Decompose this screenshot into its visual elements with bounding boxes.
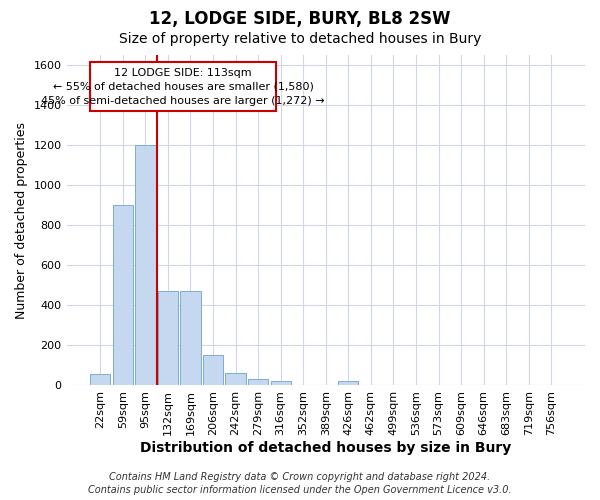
Bar	[181, 292, 200, 386]
Bar	[203, 356, 223, 386]
Bar	[271, 382, 291, 386]
Y-axis label: Number of detached properties: Number of detached properties	[15, 122, 28, 318]
Bar	[90, 374, 110, 386]
Text: 12, LODGE SIDE, BURY, BL8 2SW: 12, LODGE SIDE, BURY, BL8 2SW	[149, 10, 451, 28]
Text: 12 LODGE SIDE: 113sqm
← 55% of detached houses are smaller (1,580)
45% of semi-d: 12 LODGE SIDE: 113sqm ← 55% of detached …	[41, 68, 325, 106]
Bar	[338, 382, 358, 386]
X-axis label: Distribution of detached houses by size in Bury: Distribution of detached houses by size …	[140, 441, 511, 455]
Bar	[158, 292, 178, 386]
Bar	[248, 380, 268, 386]
Bar	[113, 205, 133, 386]
Bar	[226, 374, 246, 386]
Bar	[135, 145, 155, 386]
FancyBboxPatch shape	[90, 62, 276, 111]
Text: Size of property relative to detached houses in Bury: Size of property relative to detached ho…	[119, 32, 481, 46]
Text: Contains HM Land Registry data © Crown copyright and database right 2024.
Contai: Contains HM Land Registry data © Crown c…	[88, 472, 512, 495]
